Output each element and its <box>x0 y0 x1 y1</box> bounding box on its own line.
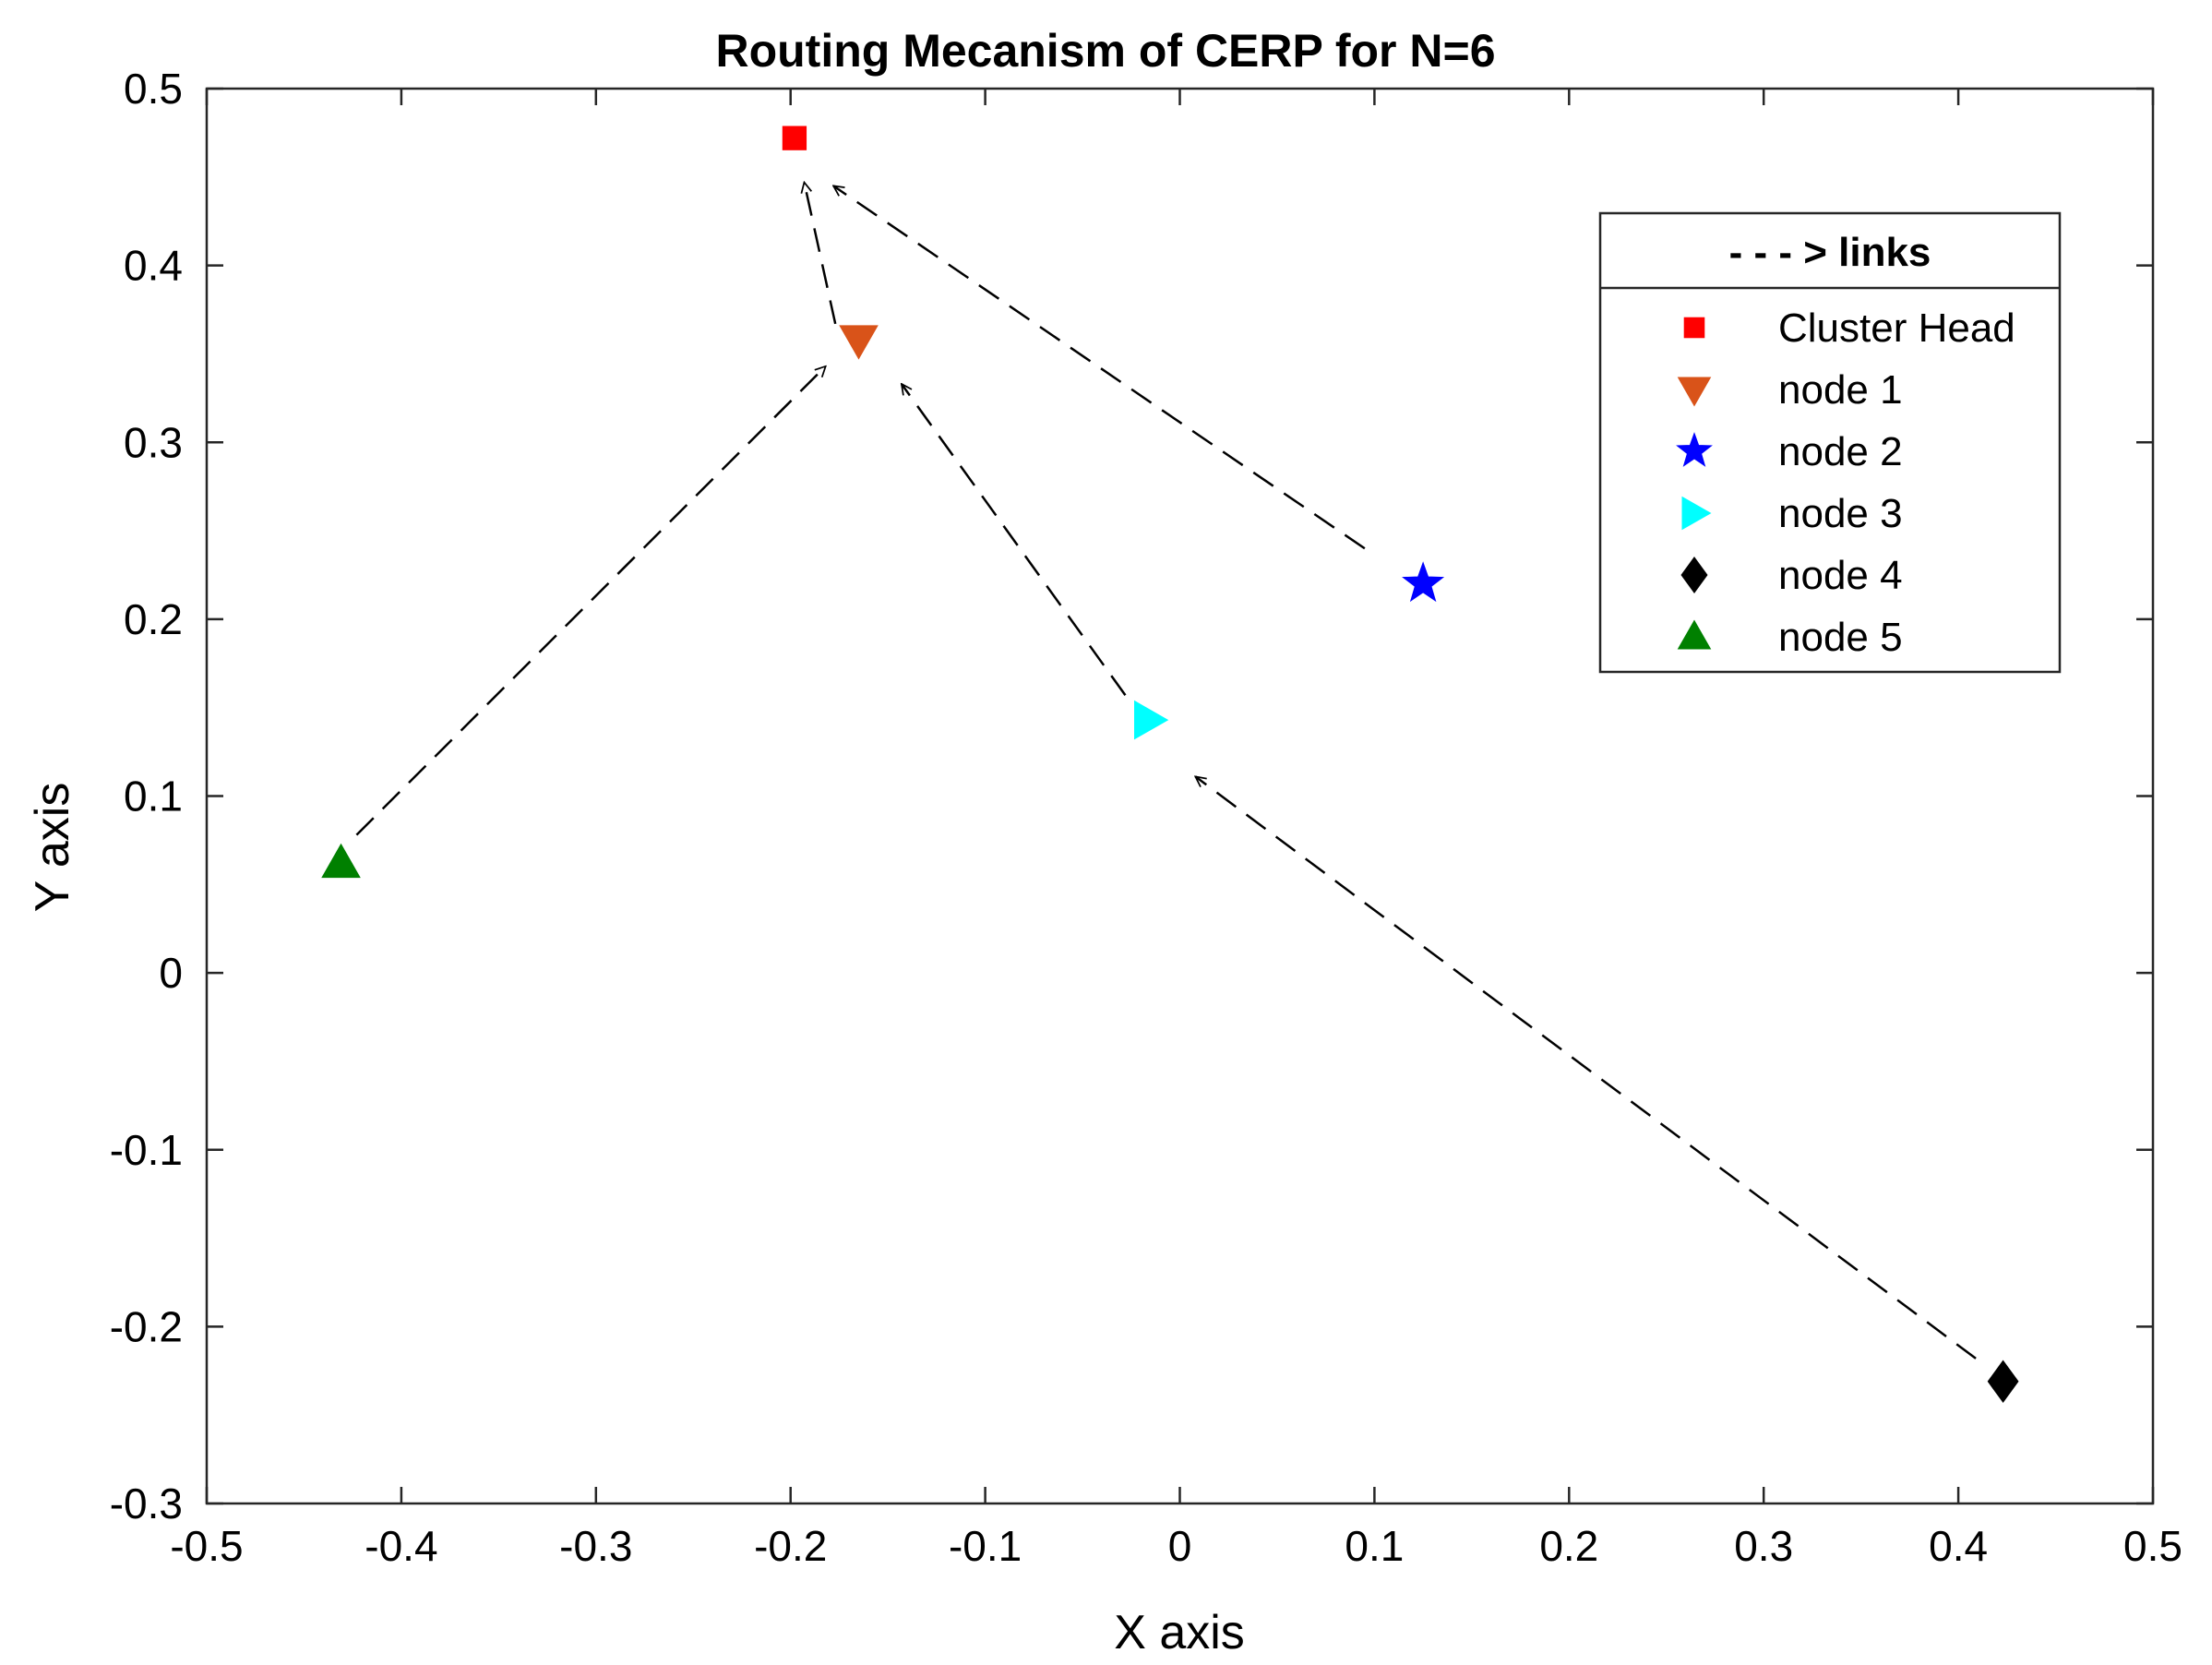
legend-label: node 3 <box>1778 491 1903 536</box>
y-tick-label: -0.1 <box>110 1126 183 1174</box>
x-tick-label: -0.4 <box>365 1522 437 1570</box>
x-tick-label: 0.4 <box>1929 1522 1988 1570</box>
legend: - - - > links Cluster Head node 1 node 2 no… <box>1598 211 2062 674</box>
link-arrow <box>1195 776 1977 1360</box>
point-node-5 <box>321 843 361 879</box>
legend-marker-node-4 <box>1680 557 1708 593</box>
y-tick-label: 0.5 <box>124 65 183 113</box>
y-tick-label: 0.4 <box>124 242 183 290</box>
x-tick-label: -0.2 <box>754 1522 827 1570</box>
point-node-2 <box>1402 561 1445 603</box>
y-tick-label: 0.1 <box>124 773 183 821</box>
legend-label: node 1 <box>1778 367 1903 413</box>
y-tick-label: 0.3 <box>124 418 183 466</box>
ticks-layer: -0.5 -0.4 -0.3 -0.2 -0.1 0 0.1 0.2 0.3 0.4 0.5 -0.3… <box>110 65 2182 1570</box>
legend-label: node 4 <box>1778 553 1903 598</box>
plot-frame <box>205 87 2155 1505</box>
y-tick-label: 0.2 <box>124 595 183 643</box>
legend-label: node 2 <box>1778 429 1903 474</box>
x-tick-label: -0.1 <box>949 1522 1022 1570</box>
y-tick-label: -0.3 <box>110 1479 183 1527</box>
y-tick-label: -0.2 <box>110 1302 183 1350</box>
legend-marker-node-3 <box>1681 496 1712 531</box>
x-tick-label: 0 <box>1168 1522 1192 1570</box>
legend-marker-node-5 <box>1677 619 1712 650</box>
legend-label: Cluster Head <box>1778 305 2015 351</box>
point-node-3 <box>1134 700 1169 740</box>
point-cluster-head <box>782 126 807 150</box>
legend-label: node 5 <box>1778 615 1903 660</box>
y-axis-label: Y axis <box>26 783 79 913</box>
legend-entries: Cluster Head node 1 node 2 node 3 node 4 node… <box>1676 305 2015 660</box>
legend-marker-node-1 <box>1677 377 1712 407</box>
legend-marker-cluster-head <box>1683 317 1705 339</box>
x-tick-label: 0.3 <box>1734 1522 1793 1570</box>
link-arrow <box>902 384 1127 697</box>
y-tick-label: 0 <box>159 949 183 997</box>
x-tick-label: 0.5 <box>2123 1522 2182 1570</box>
legend-box <box>1598 211 2062 674</box>
legend-header: - - - > links <box>1729 230 1931 275</box>
x-tick-label: 0.1 <box>1345 1522 1404 1570</box>
x-tick-label: -0.5 <box>170 1522 243 1570</box>
point-node-4 <box>1987 1360 2019 1404</box>
link-arrow <box>833 186 1366 550</box>
x-tick-label: -0.3 <box>559 1522 632 1570</box>
chart-title: Routing Mecanism of CERP for N=6 <box>715 25 1495 77</box>
link-arrow <box>804 183 837 325</box>
points-layer <box>321 126 2019 1404</box>
x-tick-label: 0.2 <box>1539 1522 1598 1570</box>
legend-marker-node-2 <box>1676 432 1713 467</box>
x-axis-label: X axis <box>1114 1606 1245 1659</box>
links-layer <box>355 183 1977 1360</box>
point-node-1 <box>839 325 879 360</box>
